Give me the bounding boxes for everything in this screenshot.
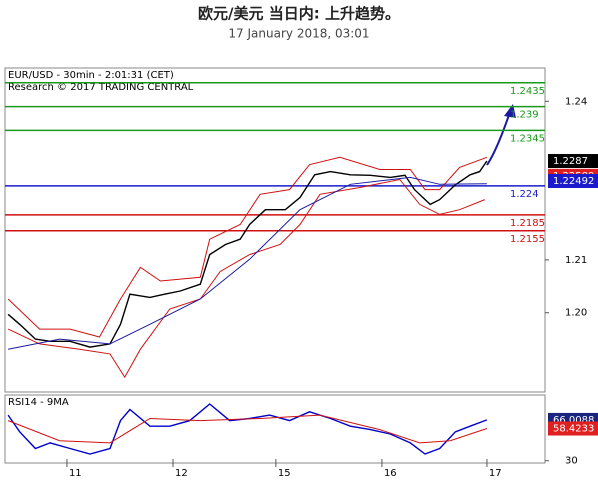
price-label-box xyxy=(548,154,598,169)
chart-title: 欧元/美元 当日内: 上升趋势。 xyxy=(198,5,400,23)
rsi-panel xyxy=(4,394,546,464)
annotation: EUR/USD - 30min - 2:01:31 (CET) xyxy=(8,70,174,81)
series-line xyxy=(7,156,488,338)
x-tick-label: 12 xyxy=(175,468,188,479)
series-line xyxy=(8,176,487,350)
series-line xyxy=(7,403,488,455)
series-line xyxy=(7,160,488,348)
x-tick-label: 11 xyxy=(69,468,82,479)
annotation: Research © 2017 TRADING CENTRAL xyxy=(8,82,194,93)
level-label: 1.2155 xyxy=(510,234,545,245)
price-label: 66.0088 xyxy=(553,415,594,426)
level-label: 1.2435 xyxy=(510,86,545,97)
chart-subtitle: 17 January 2018, 03:01 xyxy=(228,27,369,41)
price-label: 1.22492 xyxy=(553,176,594,187)
x-tick-label: 17 xyxy=(489,468,502,479)
x-tick-label: 16 xyxy=(384,468,397,479)
price-label: 58.4233 xyxy=(553,424,594,435)
trend-arrow xyxy=(486,111,511,166)
price-label-box xyxy=(548,174,598,189)
price-panel xyxy=(4,67,546,393)
annotation: RSI14 - 9MA xyxy=(8,397,69,408)
level-label: 1.2185 xyxy=(510,218,545,229)
y-tick-label: 1.21 xyxy=(565,255,587,266)
level-label: 1.2345 xyxy=(510,133,545,144)
y-tick-label: 1.24 xyxy=(565,96,587,107)
price-label-box xyxy=(548,421,598,436)
y-tick-label: 1.20 xyxy=(565,308,587,319)
series-line xyxy=(7,178,485,379)
y-tick-label: 30 xyxy=(565,456,578,467)
series-line xyxy=(7,414,488,444)
arrow-head xyxy=(504,104,516,118)
level-label: 1.239 xyxy=(510,110,539,121)
level-label: 1.224 xyxy=(510,189,539,200)
price-label: 1.2287 xyxy=(553,156,588,167)
x-tick-label: 15 xyxy=(278,468,291,479)
